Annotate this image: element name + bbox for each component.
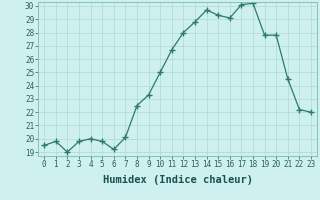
X-axis label: Humidex (Indice chaleur): Humidex (Indice chaleur) (103, 175, 252, 185)
